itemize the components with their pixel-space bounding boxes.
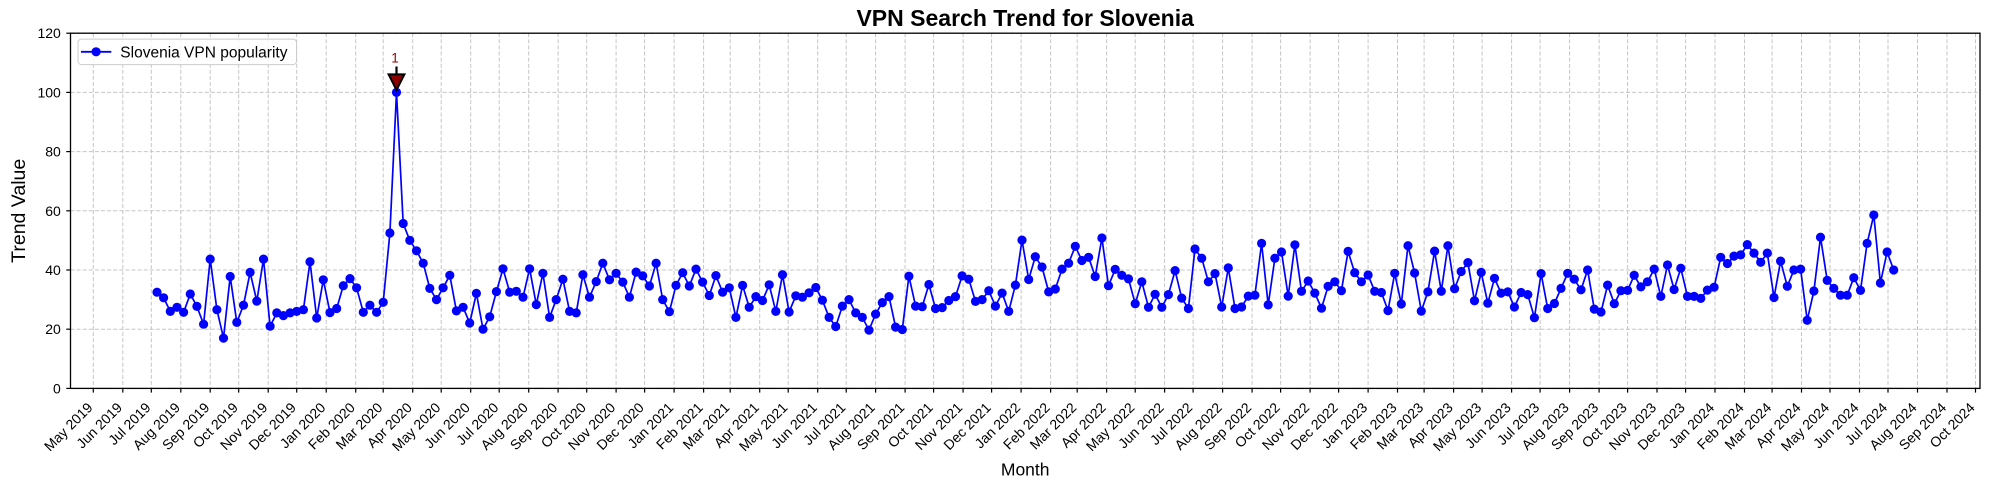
svg-text:VPN Search Trend for Slovenia: VPN Search Trend for Slovenia bbox=[856, 5, 1194, 31]
svg-text:0: 0 bbox=[53, 380, 61, 396]
svg-text:100: 100 bbox=[37, 84, 61, 100]
svg-text:80: 80 bbox=[45, 144, 61, 160]
svg-text:Month: Month bbox=[1001, 460, 1050, 480]
svg-text:Trend Value: Trend Value bbox=[8, 159, 30, 263]
svg-text:20: 20 bbox=[45, 321, 61, 337]
svg-text:60: 60 bbox=[45, 203, 61, 219]
svg-text:Slovenia VPN popularity: Slovenia VPN popularity bbox=[120, 44, 287, 61]
svg-text:120: 120 bbox=[37, 25, 61, 41]
svg-text:1: 1 bbox=[391, 51, 399, 66]
svg-text:40: 40 bbox=[45, 262, 61, 278]
